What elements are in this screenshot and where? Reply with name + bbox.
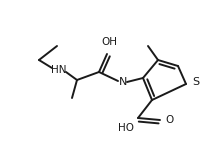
Text: HO: HO [118,123,134,133]
Text: S: S [192,77,199,87]
Text: OH: OH [101,37,117,47]
Text: HN: HN [51,65,67,75]
Text: N: N [119,77,127,87]
Text: O: O [165,115,173,125]
